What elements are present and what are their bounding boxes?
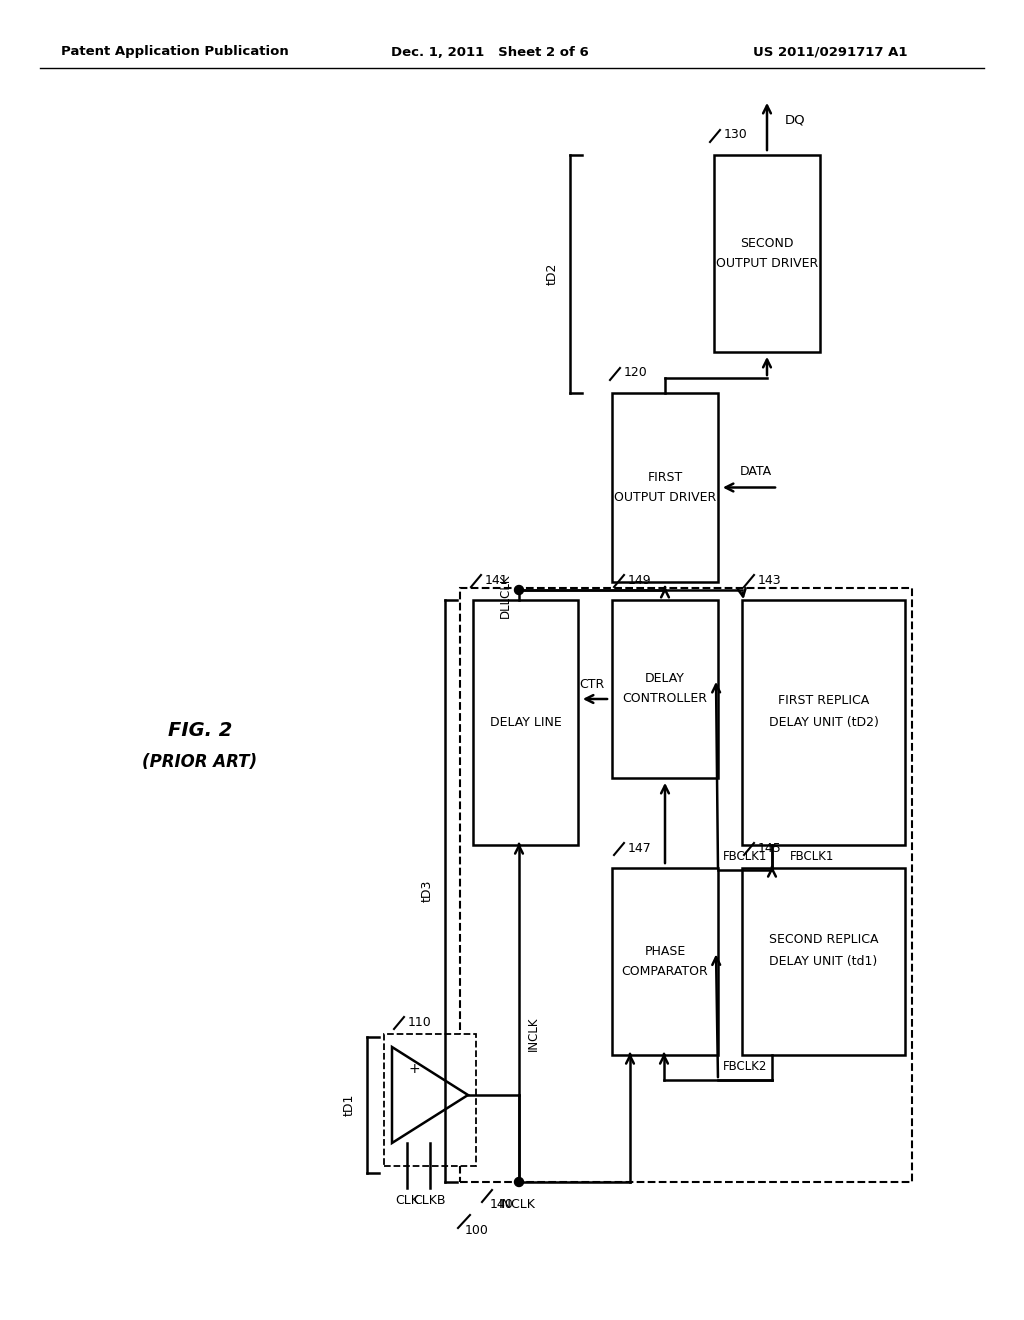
Text: OUTPUT DRIVER: OUTPUT DRIVER <box>716 257 818 271</box>
Text: FBCLK2: FBCLK2 <box>723 1060 767 1073</box>
Text: SECOND REPLICA: SECOND REPLICA <box>769 933 879 946</box>
Text: DLLCLK: DLLCLK <box>499 574 512 618</box>
Text: 145: 145 <box>758 842 781 854</box>
Text: FBCLK1: FBCLK1 <box>790 850 835 863</box>
Text: COMPARATOR: COMPARATOR <box>622 965 709 978</box>
Text: DELAY: DELAY <box>645 672 685 685</box>
Text: FBCLK1: FBCLK1 <box>723 850 767 863</box>
Text: (PRIOR ART): (PRIOR ART) <box>142 752 258 771</box>
Text: US 2011/0291717 A1: US 2011/0291717 A1 <box>753 45 907 58</box>
Text: 143: 143 <box>758 573 781 586</box>
Text: DQ: DQ <box>785 114 806 127</box>
Circle shape <box>514 586 523 594</box>
Text: DELAY UNIT (td1): DELAY UNIT (td1) <box>769 954 878 968</box>
Text: FIRST: FIRST <box>647 471 683 484</box>
Text: 141: 141 <box>485 573 509 586</box>
Bar <box>742 869 905 1055</box>
Text: 149: 149 <box>628 573 651 586</box>
Text: 110: 110 <box>408 1015 432 1028</box>
Text: CLKB: CLKB <box>414 1195 446 1208</box>
Text: DATA: DATA <box>740 465 772 478</box>
Text: SECOND: SECOND <box>740 238 794 249</box>
Text: 100: 100 <box>465 1224 488 1237</box>
Bar <box>460 587 912 1181</box>
Bar <box>612 393 718 582</box>
Text: CTR: CTR <box>580 678 604 692</box>
Bar <box>742 601 905 845</box>
Bar <box>612 601 718 777</box>
Text: 120: 120 <box>624 367 648 380</box>
Bar <box>473 601 578 845</box>
Text: FIRST REPLICA: FIRST REPLICA <box>778 694 869 708</box>
Circle shape <box>514 1177 523 1187</box>
Text: Patent Application Publication: Patent Application Publication <box>61 45 289 58</box>
Text: INCLK: INCLK <box>499 1197 536 1210</box>
Polygon shape <box>392 1047 468 1143</box>
Text: DELAY LINE: DELAY LINE <box>489 715 561 729</box>
Text: +: + <box>409 1063 420 1076</box>
Text: tD2: tD2 <box>546 263 558 285</box>
Text: 147: 147 <box>628 842 651 854</box>
Text: CLK: CLK <box>395 1195 419 1208</box>
Text: Dec. 1, 2011   Sheet 2 of 6: Dec. 1, 2011 Sheet 2 of 6 <box>391 45 589 58</box>
Text: 140: 140 <box>490 1197 514 1210</box>
Text: INCLK: INCLK <box>526 1016 540 1051</box>
Bar <box>714 154 820 352</box>
Text: tD3: tD3 <box>421 880 433 902</box>
Text: DELAY UNIT (tD2): DELAY UNIT (tD2) <box>769 715 879 729</box>
Text: OUTPUT DRIVER: OUTPUT DRIVER <box>613 491 716 504</box>
Bar <box>384 1034 476 1166</box>
Text: PHASE: PHASE <box>644 945 686 958</box>
Text: tD1: tD1 <box>342 1094 355 1117</box>
Text: 130: 130 <box>724 128 748 141</box>
Text: CONTROLLER: CONTROLLER <box>623 693 708 705</box>
Text: FIG. 2: FIG. 2 <box>168 721 232 739</box>
Bar <box>612 869 718 1055</box>
